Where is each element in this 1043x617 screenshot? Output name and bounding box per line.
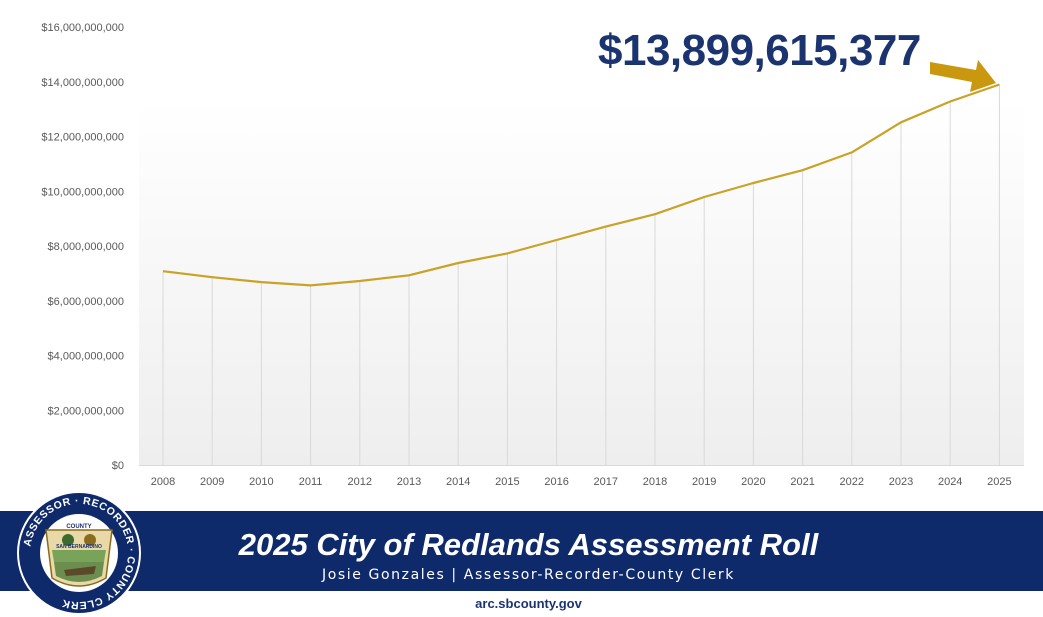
y-tick-label: $8,000,000,000 <box>48 241 124 253</box>
x-tick-label: 2018 <box>643 476 667 488</box>
x-tick-label: 2008 <box>151 476 175 488</box>
seal-text-bottom: SAN BERNARDINO <box>56 544 102 550</box>
y-tick-label: $4,000,000,000 <box>48 351 124 363</box>
x-tick-label: 2025 <box>987 476 1011 488</box>
x-tick-label: 2023 <box>889 476 913 488</box>
x-tick-label: 2014 <box>446 476 470 488</box>
seal-text-top: COUNTY <box>66 524 91 530</box>
drop-lines <box>162 84 1000 465</box>
x-tick-label: 2010 <box>249 476 273 488</box>
x-tick-label: 2009 <box>200 476 224 488</box>
x-axis-ticks: 2008 2009 2010 2011 2012 2013 2014 2015 2016 2017… <box>151 476 1012 488</box>
x-tick-label: 2019 <box>692 476 716 488</box>
y-tick-label: $10,000,000,000 <box>41 186 124 198</box>
x-tick-label: 2011 <box>299 476 323 488</box>
x-tick-label: 2016 <box>544 476 568 488</box>
y-tick-label: $16,000,000,000 <box>41 22 124 34</box>
banner-subtitle: Josie Gonzales | Assessor-Recorder-Count… <box>322 567 735 583</box>
x-tick-label: 2015 <box>495 476 519 488</box>
series-lines <box>162 83 1000 287</box>
x-tick-label: 2012 <box>348 476 372 488</box>
y-tick-label: $12,000,000,000 <box>41 132 124 144</box>
y-tick-label: $14,000,000,000 <box>41 77 124 89</box>
x-tick-label: 2017 <box>594 476 618 488</box>
banner-title: 2025 City of Redlands Assessment Roll <box>238 527 819 562</box>
title-banner <box>0 511 1043 591</box>
x-tick-label: 2013 <box>397 476 421 488</box>
x-tick-label: 2024 <box>938 476 962 488</box>
x-tick-label: 2020 <box>741 476 765 488</box>
arrow-icon <box>930 60 996 92</box>
y-tick-label: $0 <box>112 460 124 472</box>
x-tick-label: 2021 <box>790 476 814 488</box>
line-chart: $0 $2,000,000,000 $4,000,000,000 $6,000,000… <box>41 22 1024 488</box>
y-tick-label: $6,000,000,000 <box>48 296 124 308</box>
county-seal-logo: ASSESSOR · RECORDER · COUNTY CLERK COUNT… <box>17 491 141 615</box>
y-tick-label: $2,000,000,000 <box>48 405 124 417</box>
footer-url: arc.sbcounty.gov <box>475 596 582 611</box>
total-value-callout: $13,899,615,377 <box>598 26 921 75</box>
y-axis-ticks: $0 $2,000,000,000 $4,000,000,000 $6,000,000… <box>41 22 124 472</box>
x-tick-label: 2022 <box>840 476 864 488</box>
series-line <box>162 83 1000 287</box>
